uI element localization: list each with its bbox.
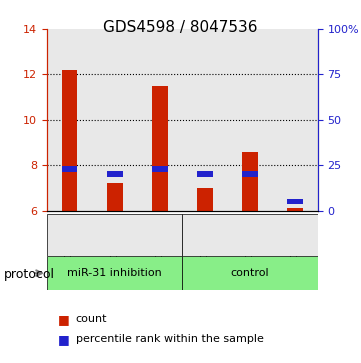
FancyBboxPatch shape (47, 214, 182, 256)
Text: count: count (76, 314, 107, 325)
Text: miR-31 inhibition: miR-31 inhibition (67, 268, 162, 278)
Bar (227, 29, 273, 211)
Bar (197, 171, 213, 177)
Text: percentile rank within the sample: percentile rank within the sample (76, 334, 264, 344)
Text: protocol: protocol (4, 268, 55, 281)
Bar (287, 199, 303, 204)
Bar (242, 152, 258, 211)
Bar (152, 86, 168, 211)
Bar (273, 29, 318, 211)
Bar (242, 171, 258, 177)
Bar (107, 171, 122, 177)
Bar (62, 166, 77, 172)
Bar (197, 188, 213, 211)
FancyBboxPatch shape (47, 256, 182, 290)
Text: control: control (231, 268, 269, 278)
FancyBboxPatch shape (182, 256, 318, 290)
FancyBboxPatch shape (182, 214, 318, 256)
Text: ■: ■ (58, 333, 70, 346)
Text: GDS4598 / 8047536: GDS4598 / 8047536 (103, 20, 258, 35)
Bar (107, 183, 122, 211)
Bar (92, 29, 137, 211)
Bar (152, 166, 168, 172)
Bar (182, 29, 227, 211)
Bar (47, 29, 92, 211)
Bar (287, 208, 303, 211)
Bar (137, 29, 182, 211)
Text: ■: ■ (58, 313, 70, 326)
Bar (62, 70, 77, 211)
